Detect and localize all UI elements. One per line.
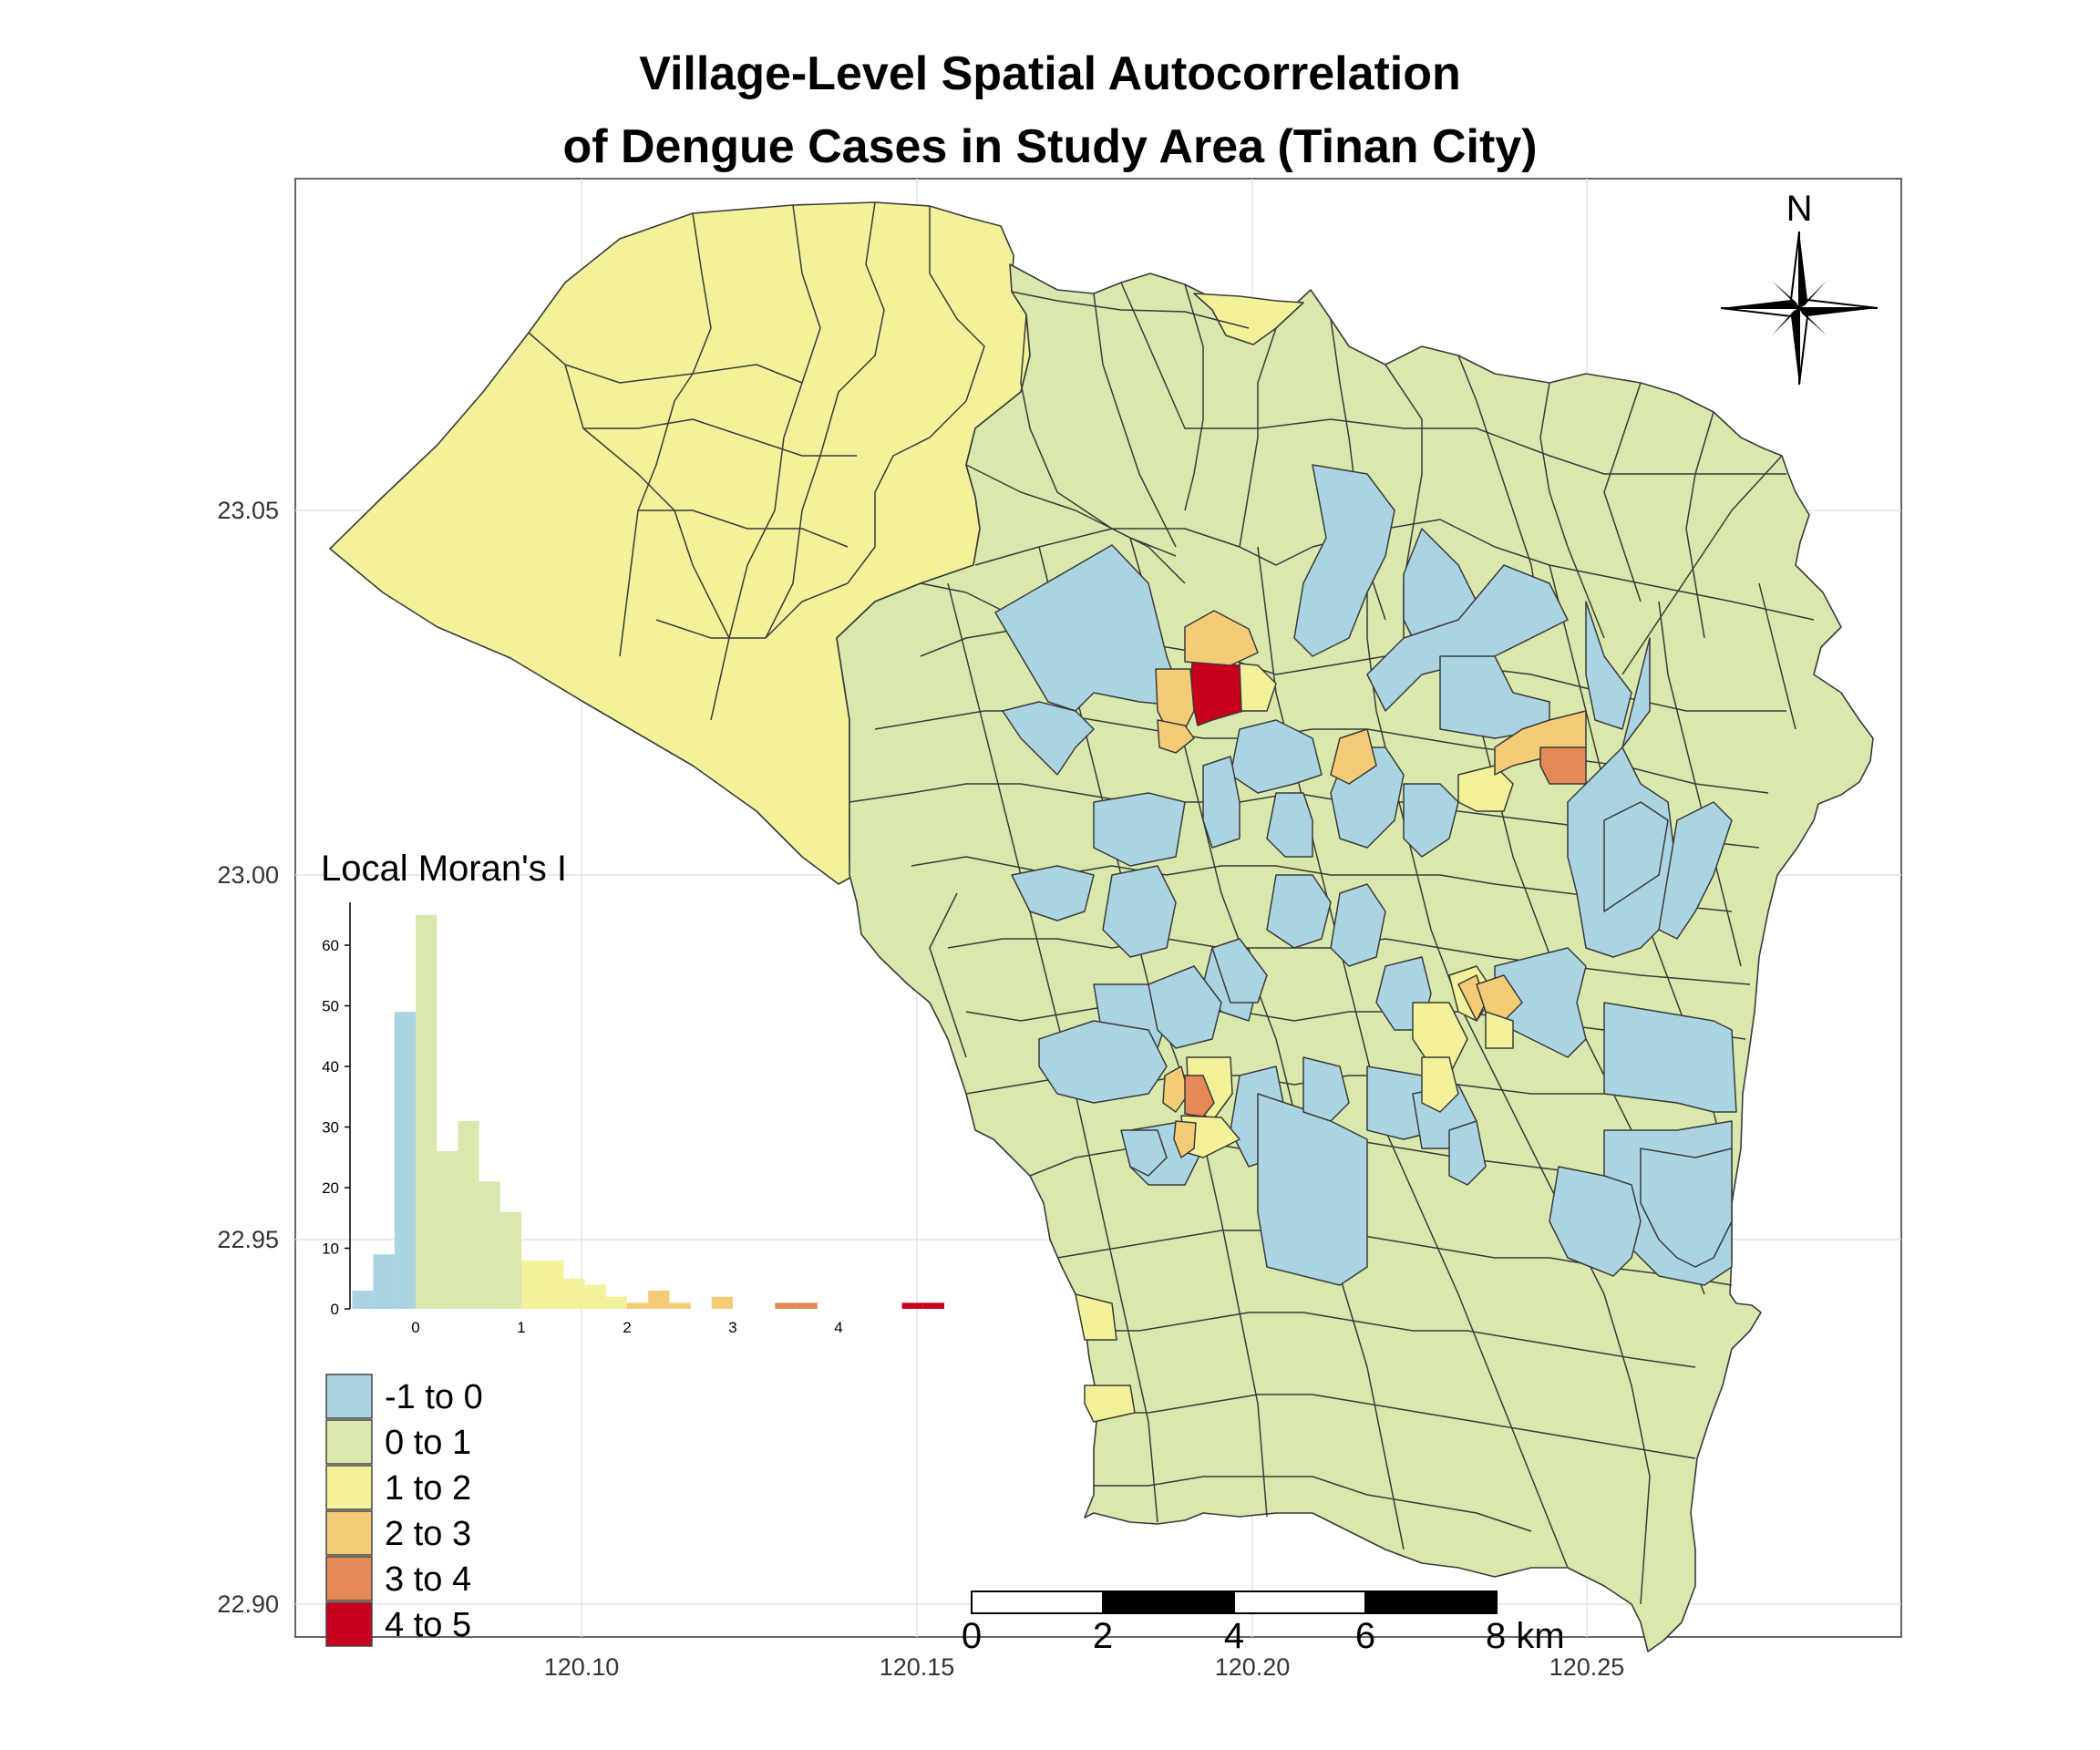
histogram-bar (437, 1151, 458, 1309)
histogram-y-tick-label: 0 (331, 1301, 339, 1318)
histogram-bar (479, 1181, 500, 1309)
north-arrow-icon: N (1720, 189, 1879, 386)
histogram-title: Local Moran's I (321, 849, 567, 889)
hotspot-class-1-to-2 (1084, 1385, 1136, 1423)
histogram-y-tick-label: 50 (322, 998, 339, 1015)
histogram-y-tick-label: 20 (322, 1179, 339, 1197)
histogram-bar (416, 914, 438, 1309)
hotspot-class-2-to-3 (1476, 974, 1523, 1022)
histogram-y-tick-label: 40 (322, 1058, 339, 1076)
hotspot-class-2-to-3 (1157, 719, 1195, 754)
legend-label: 4 to 5 (385, 1606, 471, 1644)
y-tick-label: 22.90 (217, 1590, 279, 1618)
scale-label: 2 (1093, 1616, 1113, 1656)
legend-label: 0 to 1 (385, 1424, 471, 1462)
hotspot-class-1-to-2 (1485, 1011, 1514, 1049)
histogram-x-tick-label: 3 (728, 1319, 736, 1336)
cluster-cold-spots (994, 464, 1737, 1286)
hotspot-class-1-to-2 (1239, 663, 1277, 712)
legend-swatch (325, 1374, 373, 1419)
hotspot-class-2-to-3 (1173, 1120, 1197, 1158)
histogram-bar (458, 1120, 479, 1309)
histogram-bar (669, 1302, 691, 1309)
north-label: N (1786, 189, 1813, 229)
legend-swatch (325, 1510, 373, 1556)
histogram-bar (627, 1302, 649, 1309)
histogram-y-ticks: 0 10 20 30 40 50 60 (322, 937, 350, 1318)
legend-label: -1 to 0 (385, 1378, 483, 1416)
histogram-bar (563, 1278, 585, 1309)
title-line-1: Village-Level Spatial Autocorrelation (639, 47, 1461, 100)
y-tick-label: 23.00 (217, 861, 279, 889)
x-tick-label: 120.15 (880, 1653, 955, 1681)
legend-label: 2 to 3 (385, 1515, 471, 1553)
histogram-x-ticks: 0 1 2 3 4 (411, 1319, 842, 1336)
legend-label: 1 to 2 (385, 1469, 471, 1508)
cluster-hot-spots (1075, 610, 1587, 1423)
histogram-bar (542, 1260, 564, 1309)
histogram-bar (352, 1291, 374, 1309)
histogram-inset: Local Moran's I 0 10 20 30 40 50 60 0 1 2 3 4 (321, 849, 944, 1336)
scale-label: 0 (962, 1616, 982, 1656)
y-tick-label: 23.05 (217, 497, 279, 524)
hotspot-class-2-to-3 (1330, 728, 1377, 785)
map-panel: 23.05 23.00 22.95 22.90 120.10 120.15 12… (217, 178, 1902, 1681)
y-axis-ticks: 23.05 23.00 22.95 22.90 (217, 497, 279, 1618)
histogram-x-tick-label: 1 (517, 1319, 525, 1336)
histogram-bar (922, 1302, 944, 1309)
histogram-x-tick-label: 0 (411, 1319, 419, 1336)
y-tick-label: 22.95 (217, 1226, 279, 1253)
histogram-bar (499, 1211, 521, 1309)
histogram-bar (796, 1302, 818, 1309)
x-tick-label: 120.10 (544, 1653, 620, 1681)
histogram-y-tick-label: 10 (322, 1240, 339, 1258)
scale-label: 6 (1355, 1616, 1375, 1656)
hotspot-class-3-to-4 (1184, 1075, 1215, 1117)
histogram-y-tick-label: 60 (322, 937, 339, 954)
legend: -1 to 0 0 to 1 1 to 2 2 to 3 3 to 4 4 to 5 (325, 1374, 483, 1647)
legend-swatch (325, 1419, 373, 1465)
hotspot-class-1-to-2 (1421, 1056, 1459, 1113)
histogram-bar (605, 1296, 627, 1309)
hotspot-class-2-to-3 (1162, 1065, 1189, 1113)
scale-bar: 0 2 4 6 8 km (962, 1590, 1565, 1656)
x-tick-label: 120.20 (1215, 1653, 1291, 1681)
x-axis-ticks: 120.10 120.15 120.20 120.25 (544, 1653, 1625, 1681)
histogram-bar (901, 1302, 923, 1309)
title-line-2: of Dengue Cases in Study Area (Tinan Cit… (562, 120, 1537, 173)
x-tick-label: 120.25 (1549, 1653, 1625, 1681)
hotspot-class-1-to-2 (1075, 1293, 1117, 1341)
scale-label: 8 km (1486, 1616, 1565, 1656)
histogram-x-tick-label: 2 (623, 1319, 631, 1336)
legend-label: 3 to 4 (385, 1560, 471, 1599)
legend-swatch (325, 1465, 373, 1510)
legend-swatch (325, 1556, 373, 1601)
histogram-bar (648, 1291, 670, 1309)
histogram-bar (584, 1284, 606, 1309)
histogram-y-tick-label: 30 (322, 1119, 339, 1137)
histogram-bar (521, 1260, 543, 1309)
legend-swatch (325, 1601, 373, 1647)
histogram-bar (373, 1254, 395, 1309)
histogram-bar (711, 1296, 733, 1309)
hotspot-class-3-to-4 (1539, 746, 1587, 785)
histogram-x-tick-label: 4 (834, 1319, 842, 1336)
histogram-bar (775, 1302, 797, 1309)
scale-label: 4 (1224, 1616, 1244, 1656)
histogram-bars (352, 914, 944, 1309)
hotspot-class-2-to-3 (1184, 610, 1259, 666)
histogram-bar (394, 1012, 416, 1309)
